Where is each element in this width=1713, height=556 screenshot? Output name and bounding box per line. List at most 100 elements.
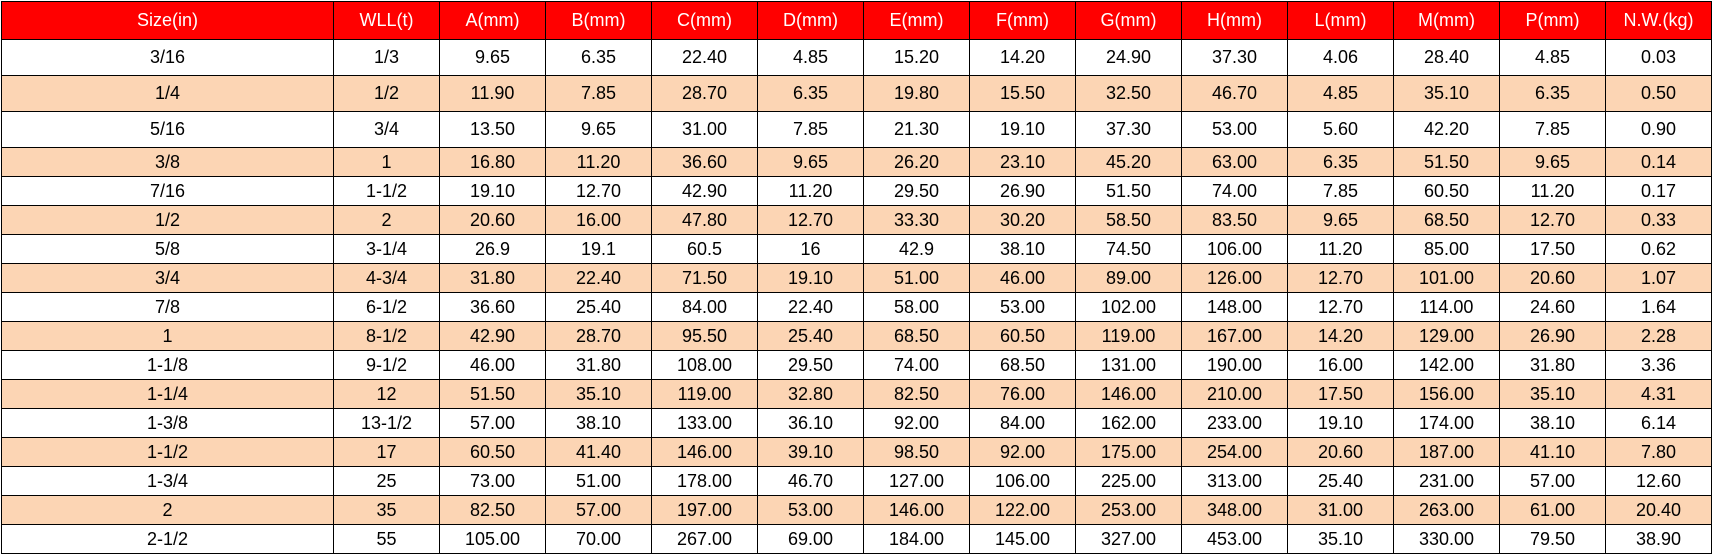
- table-cell: 37.30: [1075, 111, 1182, 148]
- table-cell: 4.85: [1287, 75, 1394, 112]
- table-row: 7/8 6-1/2 36.60 25.40 84.00 22.40 58.00 53.00 10…: [1, 292, 1712, 322]
- table-cell: 28.40: [1393, 39, 1500, 76]
- table-cell: 1/3: [333, 39, 440, 76]
- table-cell: 0.03: [1605, 39, 1712, 76]
- table-cell: 327.00: [1075, 524, 1182, 554]
- column-header: WLL(t): [333, 1, 440, 40]
- table-cell: 3/8: [1, 147, 334, 177]
- table-cell: 1-1/2: [333, 176, 440, 206]
- table-cell: 19.10: [969, 111, 1076, 148]
- table-cell: 60.50: [1393, 176, 1500, 206]
- table-cell: 102.00: [1075, 292, 1182, 322]
- table-row: 1 8-1/2 42.90 28.70 95.50 25.40 68.50 60.50 119.…: [1, 321, 1712, 351]
- header-row: Size(in) WLL(t) A(mm) B(mm) C(mm) D(mm) E(mm) F…: [1, 1, 1712, 40]
- table-cell: 174.00: [1393, 408, 1500, 438]
- table-cell: 25.40: [1287, 466, 1394, 496]
- table-cell: 9.65: [545, 111, 652, 148]
- table-row: 1-1/2 17 60.50 41.40 146.00 39.10 98.50 92.00 17…: [1, 437, 1712, 467]
- table-cell: 267.00: [651, 524, 758, 554]
- table-cell: 19.80: [863, 75, 970, 112]
- table-cell: 38.10: [1499, 408, 1606, 438]
- table-cell: 79.50: [1499, 524, 1606, 554]
- table-cell: 53.00: [1181, 111, 1288, 148]
- table-cell: 9.65: [757, 147, 864, 177]
- table-cell: 3/4: [1, 263, 334, 293]
- table-cell: 25.40: [757, 321, 864, 351]
- table-cell: 33.30: [863, 205, 970, 235]
- table-cell: 330.00: [1393, 524, 1500, 554]
- table-cell: 32.80: [757, 379, 864, 409]
- table-cell: 42.90: [651, 176, 758, 206]
- table-cell: 53.00: [757, 495, 864, 525]
- table-cell: 39.10: [757, 437, 864, 467]
- table-cell: 175.00: [1075, 437, 1182, 467]
- column-header: C(mm): [651, 1, 758, 40]
- table-row: 1-3/4 25 73.00 51.00 178.00 46.70 127.00 106.00…: [1, 466, 1712, 496]
- table-cell: 60.50: [969, 321, 1076, 351]
- table-cell: 22.40: [545, 263, 652, 293]
- table-cell: 13.50: [439, 111, 546, 148]
- table-cell: 119.00: [651, 379, 758, 409]
- table-cell: 84.00: [969, 408, 1076, 438]
- table-cell: 162.00: [1075, 408, 1182, 438]
- table-cell: 60.5: [651, 234, 758, 264]
- table-cell: 0.14: [1605, 147, 1712, 177]
- table-cell: 19.10: [757, 263, 864, 293]
- table-cell: 145.00: [969, 524, 1076, 554]
- table-cell: 58.00: [863, 292, 970, 322]
- table-cell: 46.00: [969, 263, 1076, 293]
- table-cell: 313.00: [1181, 466, 1288, 496]
- table-cell: 53.00: [969, 292, 1076, 322]
- table-cell: 31.00: [651, 111, 758, 148]
- table-cell: 35.10: [1499, 379, 1606, 409]
- table-cell: 156.00: [1393, 379, 1500, 409]
- table-cell: 60.50: [439, 437, 546, 467]
- column-header: M(mm): [1393, 1, 1500, 40]
- table-cell: 1: [333, 147, 440, 177]
- table-row: 2 35 82.50 57.00 197.00 53.00 146.00 122.00 253.…: [1, 495, 1712, 525]
- table-cell: 68.50: [1393, 205, 1500, 235]
- table-cell: 31.80: [1499, 350, 1606, 380]
- table-cell: 35.10: [1393, 75, 1500, 112]
- table-cell: 1/2: [1, 205, 334, 235]
- table-cell: 19.1: [545, 234, 652, 264]
- table-cell: 12.70: [1499, 205, 1606, 235]
- table-cell: 17.50: [1499, 234, 1606, 264]
- table-row: 1-1/4 12 51.50 35.10 119.00 32.80 82.50 76.00 14…: [1, 379, 1712, 409]
- table-cell: 74.00: [1181, 176, 1288, 206]
- table-cell: 57.00: [439, 408, 546, 438]
- table-cell: 19.10: [1287, 408, 1394, 438]
- table-cell: 1/4: [1, 75, 334, 112]
- table-cell: 15.50: [969, 75, 1076, 112]
- table-cell: 2.28: [1605, 321, 1712, 351]
- table-cell: 1.64: [1605, 292, 1712, 322]
- table-cell: 0.17: [1605, 176, 1712, 206]
- table-cell: 2-1/2: [1, 524, 334, 554]
- table-row: 3/16 1/3 9.65 6.35 22.40 4.85 15.20 14.20 24.90 3…: [1, 39, 1712, 76]
- table-cell: 57.00: [1499, 466, 1606, 496]
- table-cell: 11.20: [1499, 176, 1606, 206]
- table-cell: 30.20: [969, 205, 1076, 235]
- table-cell: 3/4: [333, 111, 440, 148]
- table-cell: 254.00: [1181, 437, 1288, 467]
- table-cell: 184.00: [863, 524, 970, 554]
- column-header: H(mm): [1181, 1, 1288, 40]
- table-cell: 2: [333, 205, 440, 235]
- table-cell: 22.40: [651, 39, 758, 76]
- table-cell: 233.00: [1181, 408, 1288, 438]
- table-cell: 9.65: [439, 39, 546, 76]
- table-row: 5/8 3-1/4 26.9 19.1 60.5 16 42.9 38.10 74.50 106.…: [1, 234, 1712, 264]
- table-cell: 7.80: [1605, 437, 1712, 467]
- table-cell: 57.00: [545, 495, 652, 525]
- table-cell: 51.50: [1393, 147, 1500, 177]
- table-row: 5/16 3/4 13.50 9.65 31.00 7.85 21.30 19.10 37.30…: [1, 111, 1712, 148]
- table-cell: 4-3/4: [333, 263, 440, 293]
- table-cell: 61.00: [1499, 495, 1606, 525]
- table-cell: 19.10: [439, 176, 546, 206]
- table-cell: 24.90: [1075, 39, 1182, 76]
- table-cell: 25: [333, 466, 440, 496]
- table-cell: 187.00: [1393, 437, 1500, 467]
- table-cell: 5/8: [1, 234, 334, 264]
- table-cell: 0.50: [1605, 75, 1712, 112]
- table-cell: 231.00: [1393, 466, 1500, 496]
